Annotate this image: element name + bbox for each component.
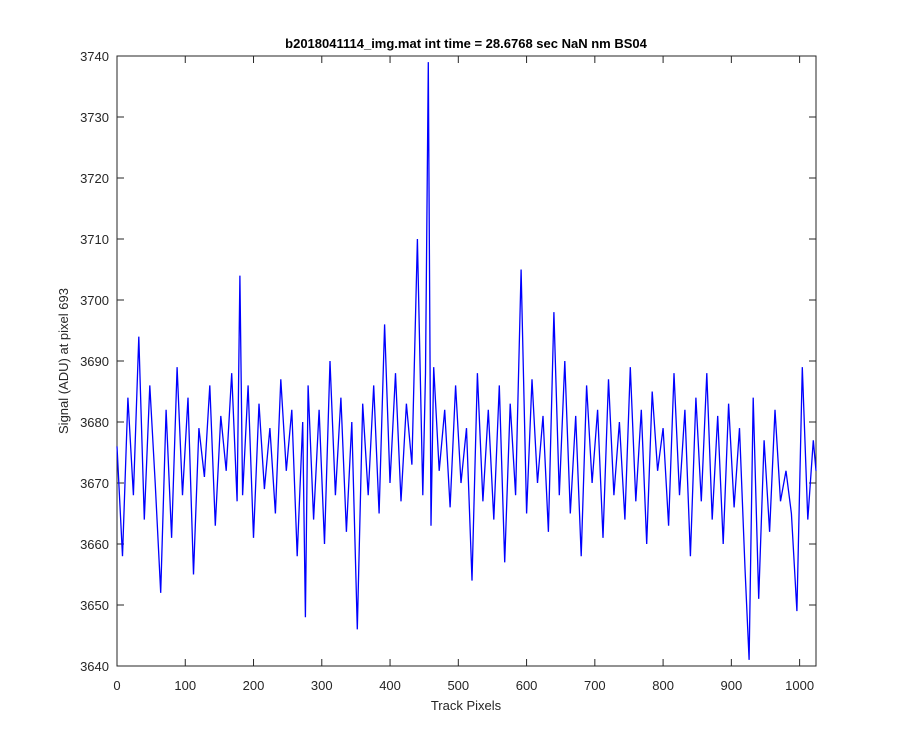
x-tick-label: 300	[311, 678, 333, 693]
y-tick-label: 3650	[80, 598, 109, 613]
x-axis: 0 100 200 300 400 500 600 700 800 900 1000	[113, 56, 814, 693]
y-tick-label: 3680	[80, 415, 109, 430]
x-tick-label: 400	[379, 678, 401, 693]
x-tick-label: 100	[174, 678, 196, 693]
y-tick-label: 3640	[80, 659, 109, 674]
x-tick-label: 600	[516, 678, 538, 693]
y-axis: 3640 3650 3660 3670 3680 3690 3700 3710 3720 3730…	[80, 49, 816, 674]
x-tick-label: 0	[113, 678, 120, 693]
x-tick-label: 500	[447, 678, 469, 693]
x-axis-label: Track Pixels	[431, 698, 502, 713]
x-tick-label: 1000	[785, 678, 814, 693]
x-tick-label: 700	[584, 678, 606, 693]
x-tick-label: 200	[243, 678, 265, 693]
series-layer	[116, 62, 817, 660]
y-tick-label: 3670	[80, 476, 109, 491]
series-line	[116, 62, 817, 660]
x-tick-label: 800	[652, 678, 674, 693]
y-tick-label: 3740	[80, 49, 109, 64]
y-tick-label: 3660	[80, 537, 109, 552]
chart-title: b2018041114_img.mat int time = 28.6768 s…	[285, 36, 647, 51]
y-axis-label: Signal (ADU) at pixel 693	[56, 288, 71, 434]
y-tick-label: 3710	[80, 232, 109, 247]
y-tick-label: 3700	[80, 293, 109, 308]
y-tick-label: 3720	[80, 171, 109, 186]
x-tick-label: 900	[721, 678, 743, 693]
y-tick-label: 3730	[80, 110, 109, 125]
y-tick-label: 3690	[80, 354, 109, 369]
plot-area	[116, 55, 817, 667]
